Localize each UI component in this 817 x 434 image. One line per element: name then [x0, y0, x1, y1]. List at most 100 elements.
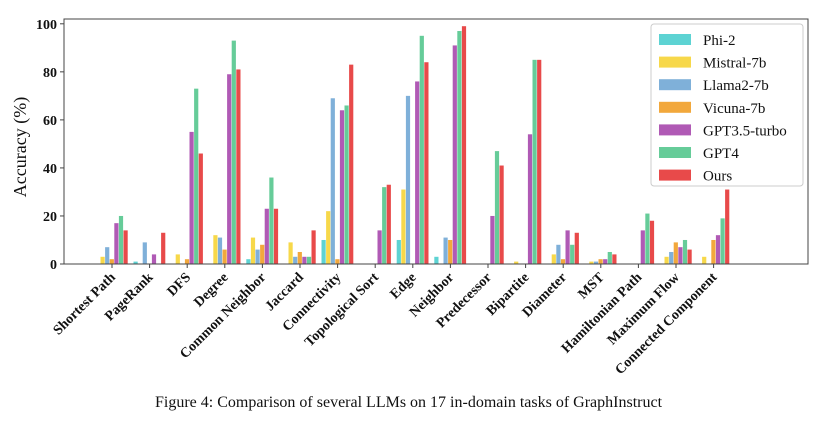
y-axis-label: Accuracy (%) — [10, 97, 31, 197]
bar-phi-2-pagerank — [133, 261, 138, 264]
bar-llama2-7b-degree — [217, 237, 223, 264]
bar-ours-pagerank — [161, 232, 166, 264]
bar-gpt3-5-turbo-common-neighbor — [264, 208, 269, 264]
bar-vicuna-7b-neighbor — [448, 239, 453, 264]
bar-vicuna-7b-jaccard — [297, 251, 302, 264]
bars-layer — [100, 26, 730, 265]
bar-phi-2-connectivity — [321, 239, 326, 264]
bar-gpt3-5-turbo-bipartite — [527, 134, 533, 264]
legend-swatch — [659, 147, 691, 158]
legend-swatch — [659, 169, 691, 181]
legend-label: GPT3.5-turbo — [703, 123, 787, 139]
bar-llama2-7b-diameter — [556, 244, 561, 264]
legend-label: Vicuna-7b — [703, 101, 765, 117]
bar-vicuna-7b-shortest-path — [109, 259, 114, 264]
bar-gpt3-5-turbo-shortest-path — [114, 223, 119, 264]
bar-mistral-7b-common-neighbor — [250, 237, 256, 264]
y-tick-label: 80 — [43, 66, 57, 81]
legend-label: Mistral-7b — [703, 56, 766, 72]
x-tick-label: DFS — [165, 270, 194, 299]
bar-gpt3-5-turbo-edge — [415, 81, 420, 264]
bar-gpt4-jaccard — [306, 256, 312, 264]
bar-vicuna-7b-connected-component — [711, 239, 716, 264]
legend-swatch — [659, 34, 691, 45]
bar-llama2-7b-shortest-path — [105, 247, 110, 264]
bar-gpt3-5-turbo-pagerank — [151, 254, 157, 264]
bar-llama2-7b-common-neighbor — [255, 249, 260, 264]
bar-phi-2-edge — [396, 239, 401, 264]
bar-gpt3-5-turbo-hamiltonian-path — [640, 230, 645, 264]
bar-vicuna-7b-dfs — [184, 259, 190, 264]
bar-gpt4-dfs — [194, 88, 199, 264]
bar-vicuna-7b-mst — [598, 259, 603, 264]
plot-frame — [63, 18, 809, 265]
bar-gpt4-diameter — [570, 244, 575, 264]
bar-gpt4-topological-sort — [382, 187, 387, 264]
bar-gpt4-shortest-path — [118, 215, 124, 264]
x-tick-label: Edge — [388, 270, 420, 302]
bar-ours-jaccard — [311, 230, 316, 264]
bar-vicuna-7b-degree — [222, 249, 227, 264]
bar-gpt3-5-turbo-connectivity — [339, 110, 345, 265]
legend-swatch — [659, 101, 691, 113]
bar-llama2-7b-neighbor — [443, 237, 448, 264]
bar-gpt4-common-neighbor — [269, 177, 274, 264]
bar-mistral-7b-edge — [401, 189, 406, 264]
y-tick-label: 0 — [50, 258, 57, 273]
bar-ours-bipartite — [537, 59, 542, 265]
bar-gpt3-5-turbo-dfs — [189, 131, 194, 264]
bar-ours-predecessor — [499, 165, 504, 264]
bar-phi-2-neighbor — [434, 256, 439, 264]
legend-swatch — [659, 79, 691, 91]
bar-gpt4-mst — [607, 251, 612, 264]
bar-gpt3-5-turbo-connected-component — [715, 235, 721, 264]
x-tick-label: Shortest Path — [51, 270, 119, 338]
bar-gpt4-bipartite — [532, 59, 537, 265]
legend-swatch — [659, 124, 691, 136]
bar-mistral-7b-mst — [589, 261, 594, 264]
legend-label: Llama2-7b — [703, 78, 769, 94]
bar-mistral-7b-dfs — [175, 254, 180, 264]
bar-gpt3-5-turbo-diameter — [565, 230, 570, 264]
legend-label: Ours — [703, 169, 732, 185]
bar-llama2-7b-pagerank — [142, 242, 147, 264]
bar-llama2-7b-mst — [593, 261, 599, 264]
y-tick-label: 100 — [36, 18, 57, 33]
bar-vicuna-7b-diameter — [560, 259, 566, 264]
y-tick-label: 60 — [43, 114, 57, 129]
legend-label: GPT4 — [703, 146, 739, 162]
bar-ours-degree — [236, 69, 241, 264]
bar-ours-edge — [424, 62, 429, 265]
bar-ours-connectivity — [349, 64, 354, 264]
bar-ours-dfs — [198, 153, 203, 264]
bar-ours-shortest-path — [123, 230, 128, 264]
bar-llama2-7b-maximum-flow — [669, 251, 674, 264]
bar-ours-neighbor — [461, 26, 467, 264]
bar-vicuna-7b-maximum-flow — [673, 242, 678, 264]
bar-ours-common-neighbor — [273, 208, 279, 264]
bar-mistral-7b-shortest-path — [100, 256, 105, 264]
bar-gpt4-connected-component — [720, 218, 725, 264]
legend-label: Phi-2 — [703, 33, 736, 49]
bar-ours-hamiltonian-path — [649, 220, 655, 264]
bar-ours-topological-sort — [386, 184, 391, 264]
bar-vicuna-7b-connectivity — [335, 259, 340, 264]
x-tick-label: MST — [576, 270, 609, 303]
bar-gpt3-5-turbo-mst — [603, 259, 608, 264]
bar-gpt3-5-turbo-maximum-flow — [678, 247, 683, 264]
bar-gpt4-maximum-flow — [682, 239, 688, 264]
bar-gpt4-neighbor — [457, 31, 462, 265]
bar-mistral-7b-bipartite — [514, 261, 519, 264]
bar-mistral-7b-maximum-flow — [664, 256, 669, 264]
bar-gpt4-predecessor — [494, 151, 500, 264]
bar-phi-2-common-neighbor — [246, 259, 251, 264]
bar-gpt4-edge — [419, 35, 424, 265]
bar-gpt3-5-turbo-jaccard — [302, 256, 307, 264]
y-tick-label: 40 — [43, 162, 57, 177]
bar-ours-maximum-flow — [687, 249, 692, 264]
bar-gpt4-connectivity — [344, 105, 349, 265]
bar-llama2-7b-jaccard — [293, 256, 298, 264]
y-tick-label: 20 — [43, 210, 57, 225]
bar-gpt3-5-turbo-neighbor — [452, 45, 457, 264]
